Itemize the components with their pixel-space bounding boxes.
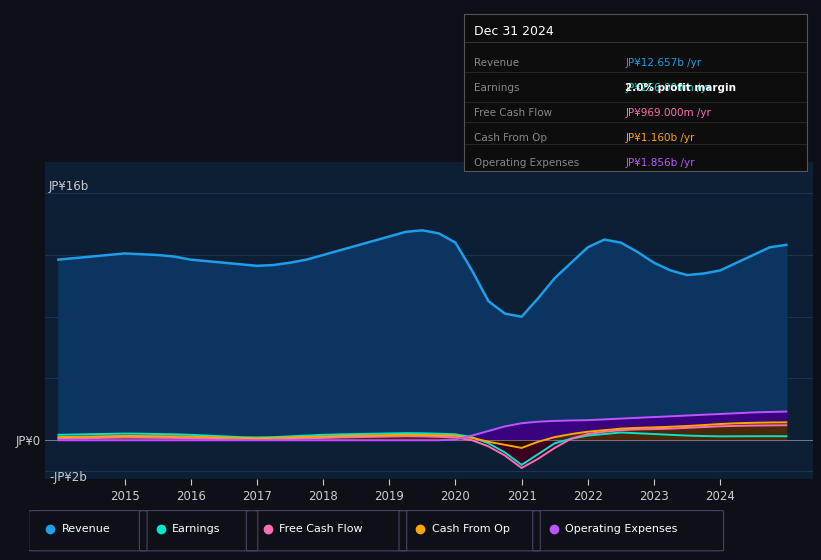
Text: JP¥12.657b /yr: JP¥12.657b /yr <box>625 58 701 68</box>
Text: Cash From Op: Cash From Op <box>475 133 547 143</box>
Text: Free Cash Flow: Free Cash Flow <box>475 108 553 118</box>
Text: Cash From Op: Cash From Op <box>432 524 510 534</box>
Text: Earnings: Earnings <box>172 524 221 534</box>
Text: 2.0% profit margin: 2.0% profit margin <box>625 83 736 93</box>
Text: Earnings: Earnings <box>475 83 520 93</box>
Text: Operating Expenses: Operating Expenses <box>475 158 580 168</box>
Text: Free Cash Flow: Free Cash Flow <box>279 524 363 534</box>
Text: JP¥1.160b /yr: JP¥1.160b /yr <box>625 133 695 143</box>
Text: JP¥969.000m /yr: JP¥969.000m /yr <box>625 108 711 118</box>
Text: Dec 31 2024: Dec 31 2024 <box>475 25 554 38</box>
Text: Operating Expenses: Operating Expenses <box>566 524 678 534</box>
Text: Revenue: Revenue <box>62 524 110 534</box>
Text: Revenue: Revenue <box>475 58 520 68</box>
Text: JP¥256.000m /yr: JP¥256.000m /yr <box>625 83 711 93</box>
Text: JP¥1.856b /yr: JP¥1.856b /yr <box>625 158 695 168</box>
Text: -JP¥2b: -JP¥2b <box>49 471 87 484</box>
Text: JP¥16b: JP¥16b <box>49 180 89 193</box>
